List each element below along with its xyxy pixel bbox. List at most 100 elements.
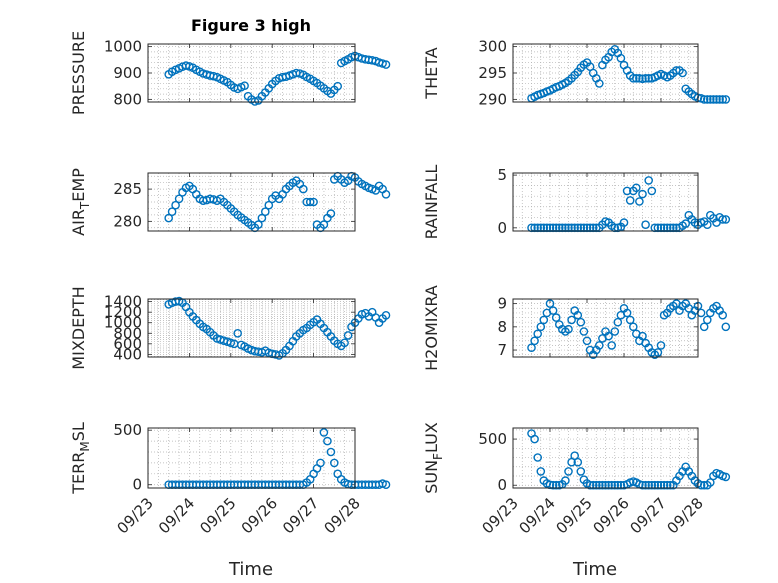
data-point: [343, 331, 353, 340]
data-point: [638, 331, 647, 341]
data-point: [622, 308, 632, 318]
y-tick-label: 500: [478, 430, 507, 448]
data-point: [381, 189, 391, 199]
data-point: [647, 480, 657, 490]
data-point: [564, 467, 573, 476]
data-point: [721, 95, 731, 104]
data-point: [548, 306, 558, 315]
data-point: [595, 341, 604, 350]
data-point: [666, 480, 675, 490]
panel-rainfall: 0 5 RAINFALL: [422, 165, 731, 240]
y-tick-label: 800: [113, 90, 142, 108]
data-point: [545, 299, 555, 308]
data-point: [530, 434, 539, 444]
y-tick-label: 800: [113, 324, 142, 342]
data-point: [319, 428, 329, 437]
series-markers: [164, 296, 391, 360]
data-point: [721, 215, 731, 224]
y-axis-label-h2omixra: H2OMIXRA: [422, 285, 441, 371]
data-point: [607, 341, 617, 350]
data-point: [601, 480, 610, 490]
data-point: [638, 189, 647, 199]
y-tick-label: 5: [497, 166, 507, 184]
data-point: [653, 480, 663, 490]
data-point: [662, 480, 672, 490]
data-point: [638, 74, 647, 84]
data-point: [595, 480, 604, 490]
axes-box: [512, 172, 699, 232]
data-point: [616, 480, 626, 490]
x-tick-label: 09/26: [238, 494, 281, 537]
data-point: [579, 327, 589, 336]
data-point: [703, 220, 712, 229]
data-point: [635, 197, 644, 206]
y-tick-label: 600: [113, 335, 142, 353]
data-point: [326, 447, 336, 457]
data-point: [254, 220, 263, 229]
data-point: [712, 95, 721, 104]
data-point: [233, 328, 242, 338]
y-tick-label: 8: [497, 318, 507, 336]
data-point: [721, 472, 731, 482]
data-point: [703, 95, 712, 104]
y-tick-label: 280: [113, 212, 142, 230]
data-point: [632, 183, 641, 193]
data-point: [592, 480, 601, 490]
data-point: [240, 81, 249, 90]
data-point: [323, 436, 332, 446]
y-axis-label-rainfall: RAINFALL: [422, 165, 441, 240]
data-point: [696, 308, 706, 318]
x-tick-label: 09/24: [516, 494, 559, 537]
panel-airtemp: 280 285 AIRTEMP: [69, 168, 391, 236]
data-point: [718, 215, 728, 224]
data-point: [613, 480, 623, 490]
data-point: [260, 207, 270, 216]
data-point: [371, 313, 381, 322]
series-markers: [164, 51, 391, 106]
data-point: [641, 74, 650, 83]
axes-box: [512, 427, 699, 489]
data-point: [530, 336, 539, 346]
data-point: [715, 95, 724, 104]
y-tick-label: 290: [478, 90, 507, 108]
y-tick-label: 900: [113, 64, 142, 82]
data-point: [340, 338, 349, 348]
data-point: [564, 324, 573, 334]
data-point: [536, 322, 546, 332]
data-point: [576, 467, 586, 476]
axes-box: [512, 298, 699, 358]
data-point: [619, 218, 629, 227]
data-point: [709, 95, 718, 104]
data-point: [319, 220, 329, 229]
y-axis-label-terrmsl: TERRMSL: [69, 422, 92, 495]
data-point: [309, 197, 318, 207]
data-point: [527, 343, 536, 353]
data-point: [718, 310, 728, 320]
y-axis-label-sunflux: SUNFLUX: [422, 422, 445, 494]
y-tick-label: 300: [478, 38, 507, 56]
data-point: [656, 341, 666, 350]
y-tick-label: 0: [497, 476, 507, 494]
data-point: [718, 95, 728, 104]
data-point: [656, 480, 666, 490]
data-point: [316, 458, 325, 468]
data-point: [629, 322, 638, 332]
y-tick-label: 0: [132, 476, 142, 494]
data-point: [567, 315, 576, 325]
data-point: [647, 186, 657, 196]
y-tick-label: 285: [113, 180, 142, 198]
data-point: [607, 480, 617, 490]
data-point: [595, 79, 604, 88]
data-point: [650, 480, 660, 490]
data-point: [533, 329, 543, 339]
data-point: [613, 317, 623, 327]
data-point: [381, 60, 391, 69]
x-tick-label: 09/26: [590, 494, 633, 537]
x-axis-label-left: Time: [228, 559, 273, 580]
data-point: [653, 348, 663, 357]
data-point: [588, 480, 598, 490]
axes-box: [512, 43, 699, 103]
x-tick-label: 09/24: [155, 494, 198, 537]
data-point: [381, 310, 391, 320]
